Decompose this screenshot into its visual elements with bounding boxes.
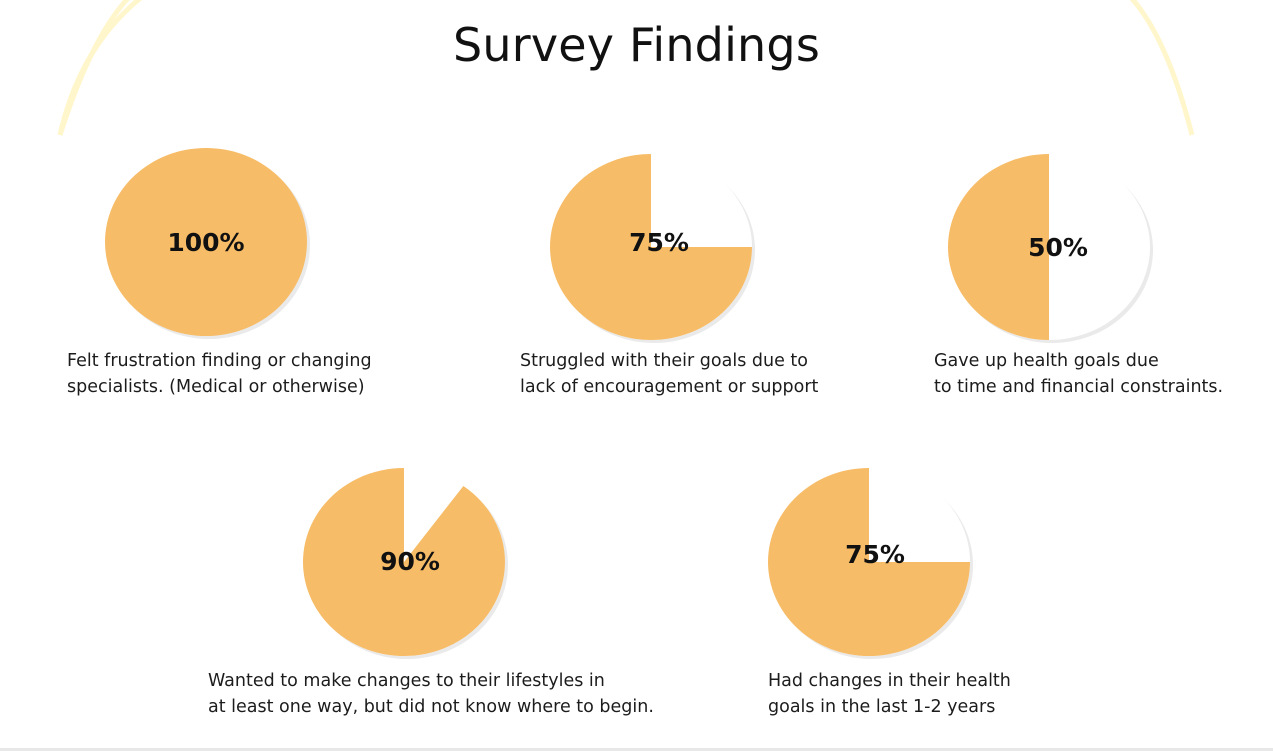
pie-3-percentage: 50% — [1028, 233, 1088, 262]
pie-4-caption-line-2: at least one way, but did not know where… — [208, 697, 654, 717]
pie-chart-4 — [303, 468, 508, 659]
pie-4-caption-line-1: Wanted to make changes to their lifestyl… — [208, 671, 605, 691]
pie-5-caption-line-2: goals in the last 1-2 years — [768, 697, 996, 717]
pie-5-caption: Had changes in their health goals in the… — [768, 668, 1011, 720]
pie-chart-5 — [768, 468, 973, 659]
pie-2-caption-line-2: lack of encouragement or support — [520, 377, 819, 397]
pie-1-caption-line-1: Felt frustration finding or changing — [67, 351, 372, 371]
pie-1-caption: Felt frustration finding or changing spe… — [67, 348, 372, 400]
pie-value-slice — [948, 154, 1049, 340]
pie-1-percentage: 100% — [167, 228, 245, 257]
pie-4-percentage: 90% — [380, 547, 440, 576]
pie-1-caption-line-2: specialists. (Medical or otherwise) — [67, 377, 365, 397]
pie-value-slice — [550, 154, 752, 340]
pie-2-caption: Struggled with their goals due to lack o… — [520, 348, 818, 400]
pie-3-caption-line-1: Gave up health goals due — [934, 351, 1159, 371]
pie-chart-1 — [105, 148, 310, 339]
pie-3-caption: Gave up health goals due to time and fin… — [934, 348, 1223, 400]
pie-5-caption-line-1: Had changes in their health — [768, 671, 1011, 691]
pie-value-slice — [105, 148, 307, 336]
pie-chart-2 — [550, 154, 755, 343]
pie-5-percentage: 75% — [845, 540, 905, 569]
page-title: Survey Findings — [453, 18, 820, 72]
pie-3-caption-line-2: to time and financial constraints. — [934, 377, 1224, 397]
pie-2-percentage: 75% — [629, 228, 689, 257]
pie-4-caption: Wanted to make changes to their lifestyl… — [208, 668, 654, 720]
pie-2-caption-line-1: Struggled with their goals due to — [520, 351, 808, 371]
pie-value-slice — [768, 468, 970, 656]
pie-value-slice — [303, 468, 505, 656]
bottom-divider — [0, 748, 1273, 751]
pie-chart-3 — [948, 154, 1153, 343]
